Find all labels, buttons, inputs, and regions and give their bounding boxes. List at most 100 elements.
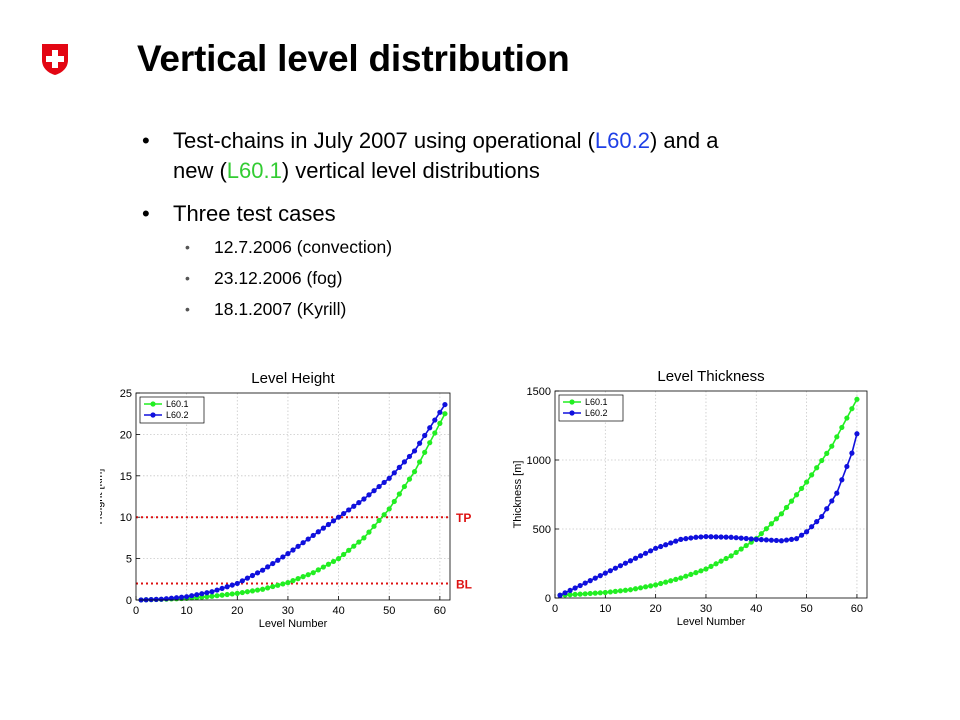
data-point	[829, 443, 835, 449]
data-point	[234, 580, 240, 587]
data-point	[341, 551, 347, 558]
x-tick-label: 50	[800, 603, 812, 615]
data-point	[753, 536, 759, 542]
data-point	[376, 517, 382, 524]
data-point	[148, 596, 154, 603]
data-point	[758, 531, 764, 537]
data-point	[361, 496, 367, 502]
y-tick-label: 1500	[527, 386, 551, 398]
data-point	[824, 450, 830, 456]
data-point	[437, 420, 443, 426]
data-point	[617, 563, 624, 569]
y-axis-label: Height [km]	[100, 469, 105, 525]
chart-title: Level Thickness	[657, 368, 764, 385]
data-point	[632, 586, 639, 592]
data-point	[798, 485, 805, 492]
data-point	[260, 567, 266, 573]
data-point	[199, 591, 205, 597]
data-point	[844, 415, 850, 421]
legend-label: L60.1	[166, 399, 189, 409]
data-point	[386, 475, 392, 481]
data-point	[184, 594, 190, 600]
data-point	[270, 560, 276, 567]
data-point	[809, 472, 815, 478]
y-tick-label: 1000	[527, 455, 551, 467]
data-point	[783, 537, 790, 543]
y-axis-label: Thickness [m]	[512, 461, 524, 529]
y-tick-label: 10	[120, 512, 132, 524]
data-point	[592, 590, 598, 596]
data-point	[668, 578, 674, 584]
data-point	[189, 593, 195, 599]
sub-bullet-2: 23.12.2006 (fog)	[214, 268, 343, 288]
data-point	[572, 591, 578, 598]
data-point	[427, 425, 433, 431]
data-point	[834, 490, 840, 496]
x-tick-label: 0	[552, 603, 558, 615]
x-tick-label: 60	[434, 605, 446, 617]
sub-bullet-3: 18.1.2007 (Kyrill)	[214, 299, 347, 319]
data-point	[178, 594, 185, 600]
data-point	[265, 564, 271, 570]
data-point	[698, 568, 704, 574]
data-point	[366, 492, 372, 498]
data-point	[239, 578, 245, 584]
data-point	[244, 575, 251, 581]
data-point	[320, 564, 326, 570]
y-tick-label: 20	[120, 429, 132, 441]
data-point	[427, 440, 433, 446]
sub-bullet-marker: •	[185, 239, 190, 255]
data-point	[310, 570, 316, 576]
data-point	[809, 524, 815, 530]
y-tick-label: 500	[533, 524, 551, 536]
level-height-chart: Level Height 0 10 20 30 40 50 60 0 5 10 15 20 25 Level…	[100, 370, 472, 630]
data-point	[356, 500, 362, 506]
data-point	[793, 492, 800, 498]
data-point	[280, 554, 286, 560]
data-point	[371, 523, 377, 529]
x-tick-label: 0	[133, 605, 139, 617]
data-point	[673, 576, 679, 582]
bullet-text-run: new (	[173, 158, 227, 183]
level-thickness-chart: Level Thickness 0 10 20 30 40 50 60 0 500 1000 1500…	[512, 368, 868, 628]
bullet-marker: •	[142, 201, 150, 226]
data-point	[300, 540, 306, 546]
data-point	[153, 596, 159, 602]
data-point	[793, 536, 800, 542]
data-point	[788, 498, 795, 504]
bullet-text-run: Test-chains in July 2007 using operation…	[173, 128, 595, 153]
y-tick-label: 5	[126, 554, 132, 566]
data-point	[239, 589, 245, 596]
data-point	[778, 511, 785, 517]
x-tick-label: 40	[750, 603, 762, 615]
data-point	[718, 558, 724, 564]
data-point	[703, 533, 709, 540]
data-point	[678, 536, 684, 542]
y-tick-label: 25	[120, 388, 132, 400]
bullet-text-run: ) and a	[649, 128, 719, 153]
data-point	[351, 503, 357, 509]
data-point	[194, 592, 200, 598]
x-tick-label: 10	[599, 603, 611, 615]
data-point	[442, 411, 448, 417]
data-point	[738, 546, 744, 552]
data-point	[819, 513, 825, 520]
data-point	[602, 570, 608, 576]
data-point	[683, 573, 689, 579]
plot-frame	[135, 392, 451, 601]
data-point	[417, 440, 423, 446]
data-point	[265, 585, 271, 591]
annotation-label: BL	[456, 577, 472, 591]
x-tick-label: 30	[282, 605, 294, 617]
legend-label: L60.2	[585, 408, 608, 418]
data-point	[577, 582, 583, 589]
data-point	[798, 532, 805, 538]
data-point	[854, 431, 860, 437]
data-point	[163, 596, 169, 602]
data-point	[829, 498, 835, 504]
data-point	[788, 536, 795, 542]
bullet-marker: •	[142, 128, 150, 153]
data-point	[315, 529, 321, 535]
y-tick-label: 0	[545, 593, 551, 605]
data-point	[678, 575, 684, 581]
